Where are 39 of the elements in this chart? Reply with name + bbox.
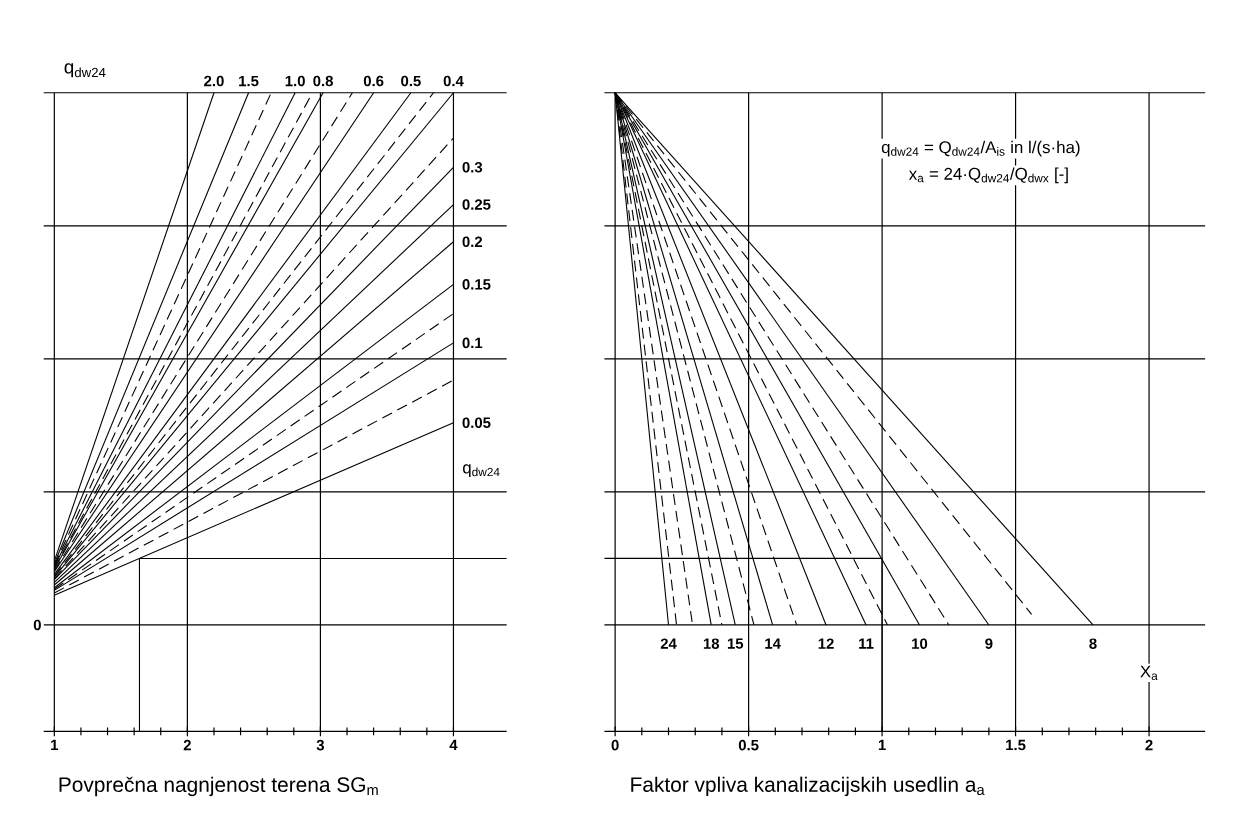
- x-tick-label: 1.5: [1006, 739, 1026, 751]
- series-label: 18: [703, 638, 720, 649]
- series-label: 0.4: [443, 75, 464, 87]
- x-tick-label: 2: [1145, 739, 1153, 751]
- series-label: 0.1: [462, 337, 483, 349]
- series-label: 10: [912, 638, 928, 649]
- annotation: x$_{a}$ = 24·Q$_{dw24}$/Q$_{dwx}$ [-]: [908, 167, 1068, 184]
- series-label: 0.5: [401, 75, 421, 87]
- series-label: 24: [660, 638, 677, 649]
- series-label: 14: [765, 638, 781, 649]
- series-label: 12: [818, 638, 834, 649]
- y-axis-title: q$_{dw24}$: [64, 63, 106, 78]
- series-label: 0.15: [462, 279, 491, 290]
- series-label: 1.0: [285, 75, 305, 87]
- x-tick-label: 1: [51, 739, 59, 751]
- x-axis-title: Faktor vpliva kanalizacijskih usedlin a$_{a}$: [631, 776, 985, 797]
- series-label: 2.0: [204, 75, 224, 87]
- series-label: 11: [859, 638, 874, 649]
- x-tick-label: 0.5: [738, 739, 759, 751]
- annotation: q$_{dw24}$ = Q$_{dw24}$/A$_{is}$ in l/(s·ha): [881, 140, 1080, 157]
- x-tick-label: 4: [449, 739, 458, 751]
- series-label: 15: [727, 638, 744, 649]
- x-tick-label: 3: [316, 739, 325, 751]
- x-tick-label: 2: [183, 739, 191, 751]
- series-label: 0.3: [462, 161, 483, 173]
- series-label: 9: [985, 638, 993, 649]
- x-tick-label: 1: [878, 739, 886, 751]
- series-label: 8: [1089, 638, 1097, 649]
- series-label: 0.25: [462, 199, 491, 210]
- series-label: 0.2: [462, 236, 483, 247]
- annotation: q$_{dw24}$: [463, 464, 500, 477]
- series-label: 1.5: [239, 75, 259, 87]
- annotation: X$_{a}$: [1140, 665, 1158, 680]
- x-tick-label: 0: [611, 739, 619, 751]
- annotation: 0: [33, 619, 41, 631]
- series-label: 0.05: [462, 417, 491, 428]
- x-axis-title: Povprečna nagnjenost terena SG$_{m}$: [59, 776, 378, 797]
- series-label: 0.8: [313, 75, 333, 87]
- series-label: 0.6: [363, 75, 384, 87]
